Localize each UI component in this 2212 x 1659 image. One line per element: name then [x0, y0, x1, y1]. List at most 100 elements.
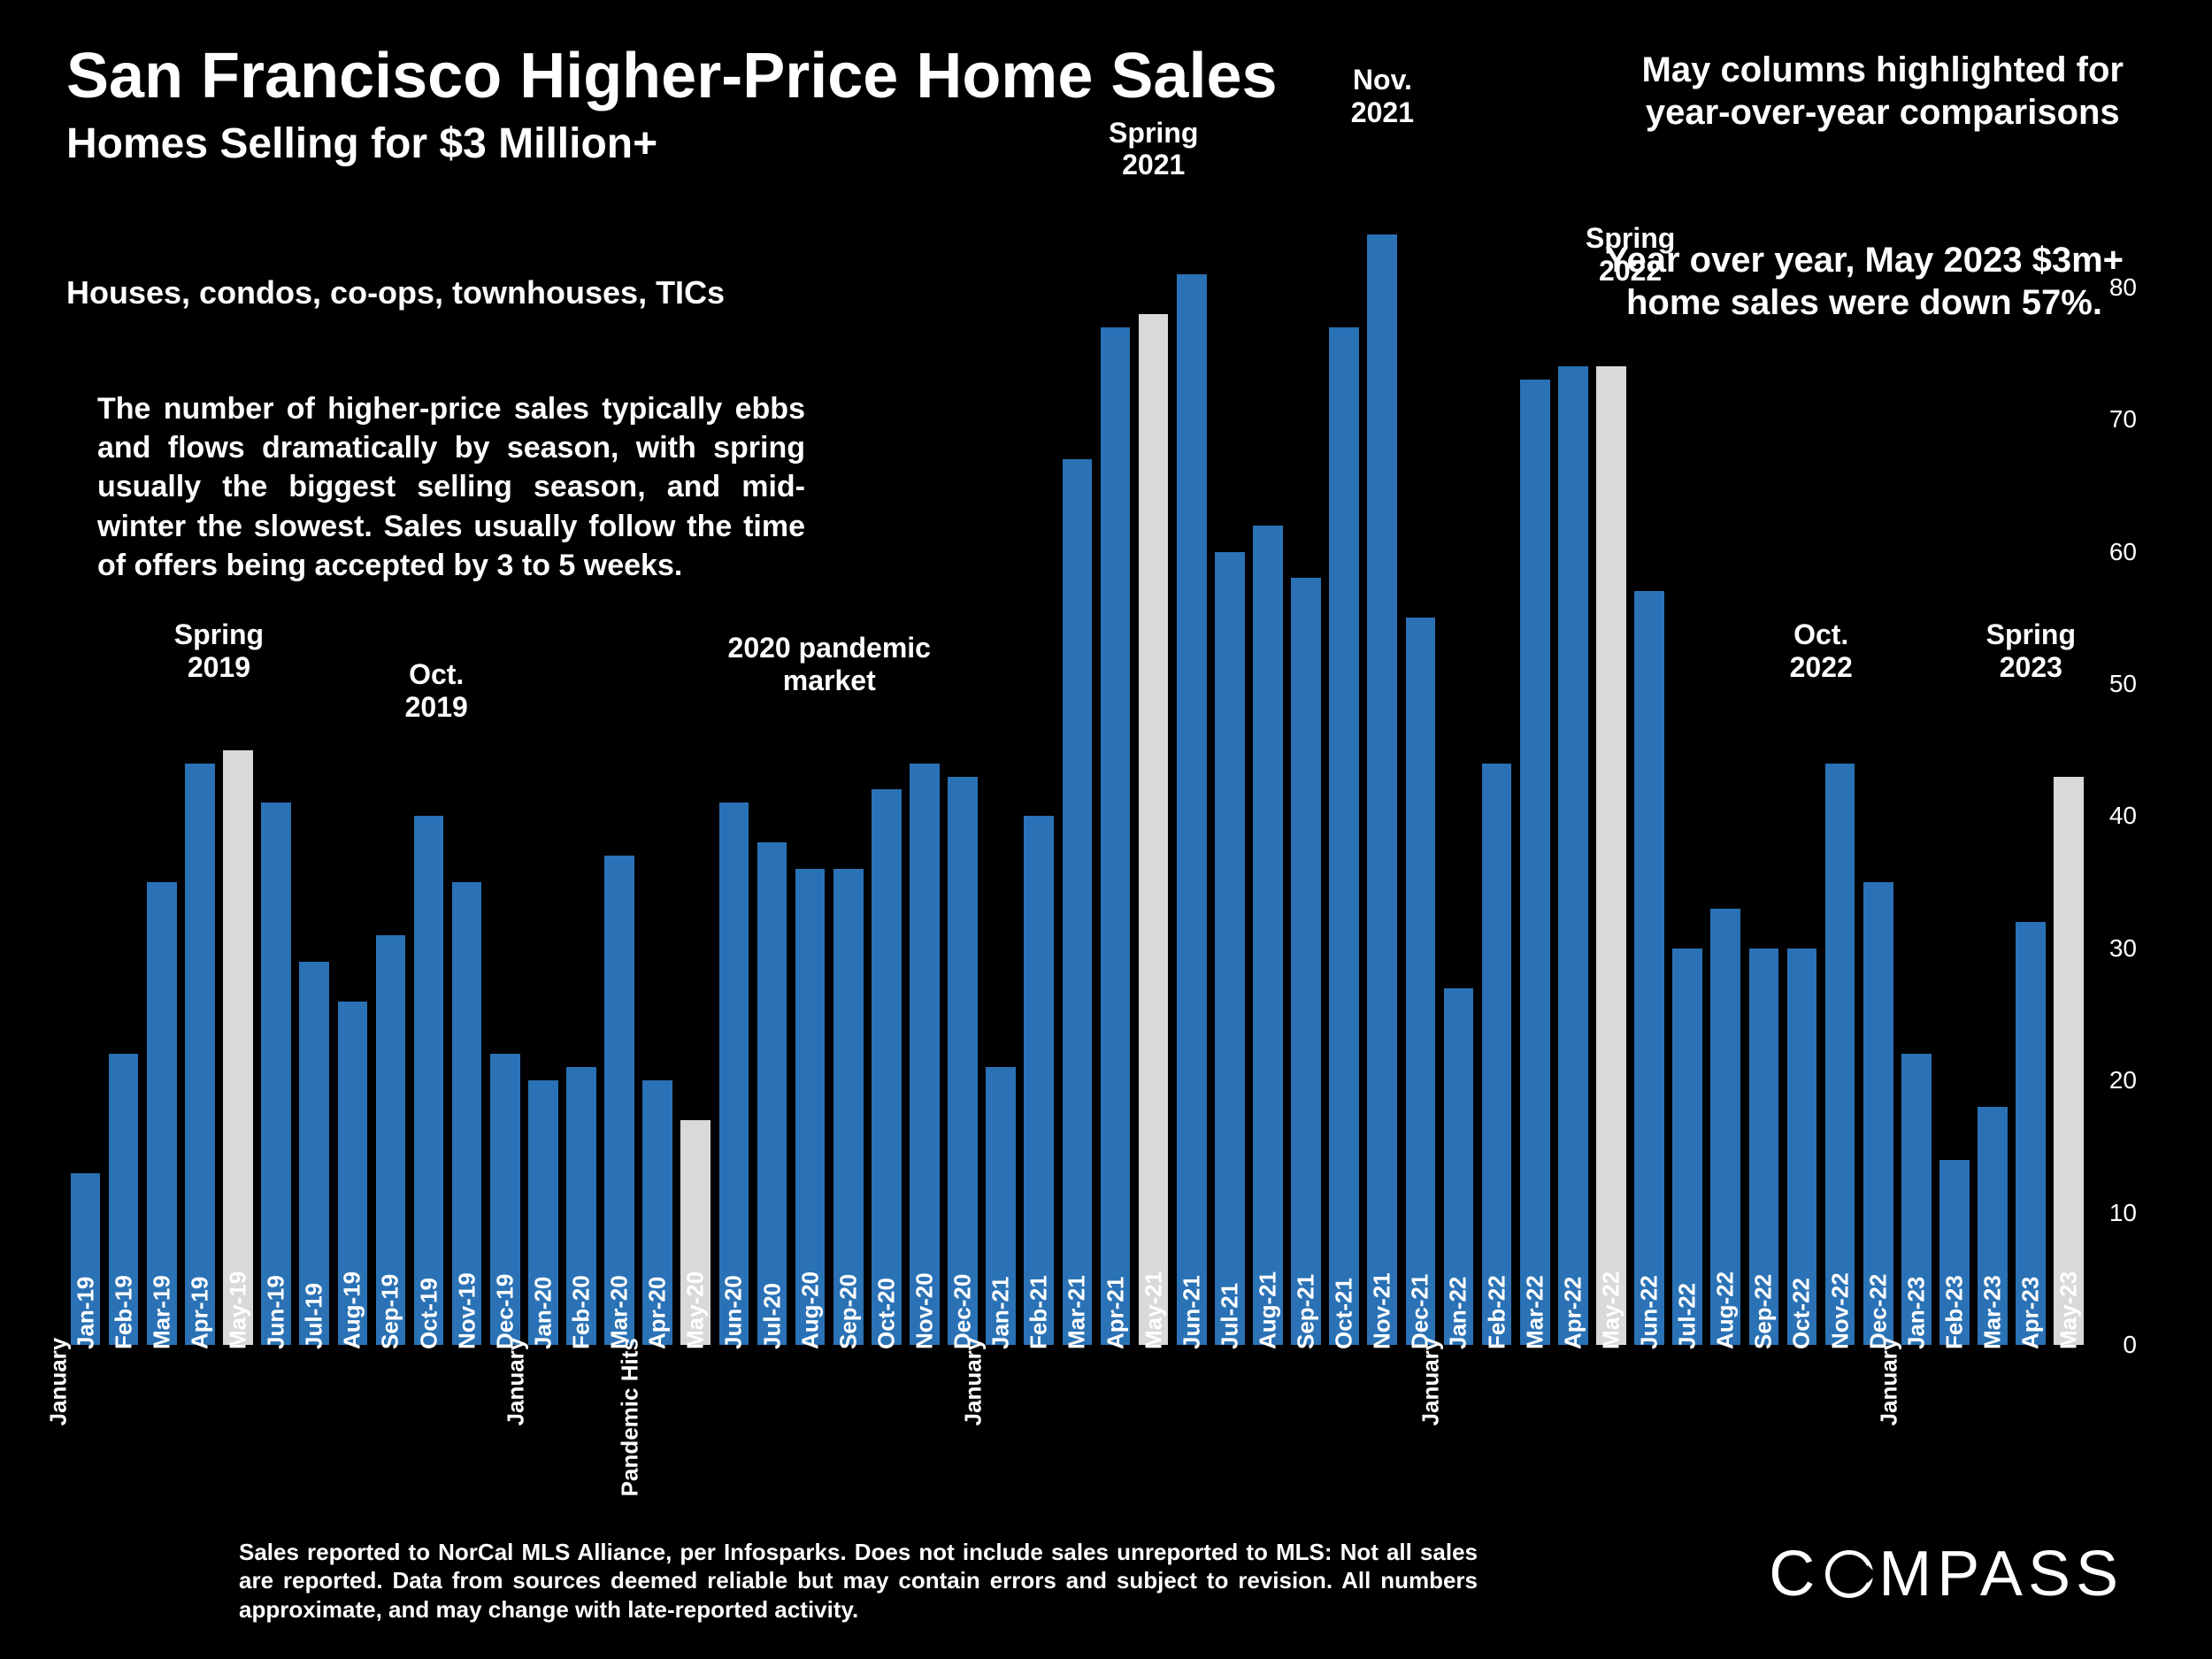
x-label: Aug-21 — [1254, 1271, 1281, 1353]
bar-slot — [1630, 221, 1668, 1345]
bar — [1329, 327, 1359, 1345]
bar — [1634, 591, 1664, 1345]
x-label: Aug-19 — [339, 1271, 366, 1353]
bar-slot — [219, 221, 257, 1345]
x-label-slot: Sep-21 — [1287, 1349, 1325, 1491]
x-label: Nov-21 — [1369, 1272, 1396, 1353]
bar-slot — [677, 221, 715, 1345]
y-tick: 70 — [2109, 405, 2137, 434]
x-label: Oct-21 — [1331, 1278, 1358, 1353]
bar-slot — [1363, 221, 1402, 1345]
bars-container: JanuaryJanuaryPandemic HitsJanuaryJanuar… — [66, 221, 2088, 1345]
bar-slot — [2012, 221, 2050, 1345]
x-label-slot: Oct-19 — [410, 1349, 448, 1491]
bar-slot — [334, 221, 372, 1345]
x-label-slot: Jun-20 — [715, 1349, 753, 1491]
chart-annotation: Nov.2021 — [1351, 64, 1414, 129]
bar — [1558, 366, 1588, 1345]
x-label: Feb-22 — [1483, 1275, 1510, 1353]
bar-slot — [180, 221, 219, 1345]
x-label: May-23 — [2055, 1271, 2083, 1353]
bar-slot — [944, 221, 982, 1345]
y-tick: 20 — [2109, 1066, 2137, 1094]
x-label: Nov-22 — [1826, 1272, 1854, 1353]
bar — [414, 816, 444, 1345]
bar-slot — [1096, 221, 1134, 1345]
bar-slot — [372, 221, 410, 1345]
x-label: Sep-22 — [1750, 1274, 1778, 1353]
x-label-slot: Jan-19 — [66, 1349, 104, 1491]
bar-slot — [1554, 221, 1592, 1345]
x-label-slot: May-19 — [219, 1349, 257, 1491]
x-label: Nov-20 — [910, 1272, 938, 1353]
x-label-slot: Mar-20 — [601, 1349, 639, 1491]
bar-slot: Pandemic Hits — [639, 221, 677, 1345]
y-tick: 30 — [2109, 934, 2137, 963]
bar-slot — [2050, 221, 2088, 1345]
x-label-slot: Nov-20 — [905, 1349, 943, 1491]
x-label-slot: Feb-19 — [104, 1349, 142, 1491]
x-label-slot: Dec-20 — [944, 1349, 982, 1491]
x-label: Feb-20 — [567, 1275, 595, 1353]
bar-slot — [867, 221, 905, 1345]
bar-slot — [1210, 221, 1248, 1345]
bar-slot — [1973, 221, 2011, 1345]
bar-slot — [1402, 221, 1440, 1345]
bar — [2054, 777, 2084, 1345]
bar-slot — [104, 221, 142, 1345]
logo-letters: MPASS — [1878, 1538, 2124, 1610]
highlight-note: May columns highlighted for year-over-ye… — [1642, 49, 2124, 134]
x-label: Sep-21 — [1293, 1274, 1320, 1353]
x-label: Jan-19 — [72, 1277, 99, 1353]
bar-slot: January — [524, 221, 562, 1345]
bar — [604, 856, 634, 1345]
x-label: Jun-21 — [1178, 1275, 1205, 1353]
x-label: Oct-22 — [1788, 1278, 1816, 1353]
x-label: Dec-20 — [949, 1274, 977, 1353]
bar — [1215, 552, 1245, 1345]
x-label-slot: Jul-22 — [1669, 1349, 1707, 1491]
x-label: Dec-19 — [491, 1274, 518, 1353]
x-label: Apr-20 — [644, 1277, 672, 1353]
x-label-slot: Feb-20 — [562, 1349, 600, 1491]
bar — [757, 842, 787, 1345]
x-label-slot: Oct-22 — [1783, 1349, 1821, 1491]
y-tick: 60 — [2109, 538, 2137, 566]
chart-subtitle: Homes Selling for $3 Million+ — [66, 119, 657, 168]
x-label: Oct-20 — [872, 1278, 900, 1353]
bar — [1825, 764, 1855, 1345]
x-label: Nov-19 — [453, 1272, 480, 1353]
bar-slot — [1592, 221, 1630, 1345]
x-label-slot: Jun-19 — [257, 1349, 296, 1491]
bar-slot — [1821, 221, 1859, 1345]
bar — [1024, 816, 1054, 1345]
bar — [1406, 618, 1436, 1345]
bar — [1177, 274, 1207, 1345]
x-label: Jan-21 — [987, 1277, 1015, 1353]
chart-title: San Francisco Higher-Price Home Sales — [66, 40, 1278, 112]
bar — [872, 789, 902, 1345]
y-tick: 40 — [2109, 802, 2137, 830]
x-label: Jun-20 — [720, 1275, 748, 1353]
x-label-slot: Oct-20 — [867, 1349, 905, 1491]
x-label-slot: Sep-19 — [372, 1349, 410, 1491]
bar — [1482, 764, 1512, 1345]
x-label-slot: Jun-21 — [1172, 1349, 1210, 1491]
x-label-slot: Dec-19 — [486, 1349, 524, 1491]
footnote: Sales reported to NorCal MLS Alliance, p… — [239, 1538, 1478, 1624]
bar-slot: January — [1897, 221, 1935, 1345]
x-label-slot: Aug-20 — [791, 1349, 829, 1491]
bar-slot — [1020, 221, 1058, 1345]
x-label-slot: Jun-22 — [1630, 1349, 1668, 1491]
y-tick: 80 — [2109, 273, 2137, 302]
x-label: Jul-21 — [1216, 1283, 1243, 1353]
chart-plot: JanuaryJanuaryPandemic HitsJanuaryJanuar… — [66, 221, 2088, 1345]
x-label: Mar-21 — [1064, 1275, 1091, 1353]
x-label-slot: Jul-21 — [1210, 1349, 1248, 1491]
slide: San Francisco Higher-Price Home Sales Ho… — [0, 0, 2212, 1659]
x-label-slot: Jul-20 — [753, 1349, 791, 1491]
bar-slot — [1134, 221, 1172, 1345]
bar-slot — [791, 221, 829, 1345]
x-label: Jun-19 — [263, 1275, 290, 1353]
bar-slot — [829, 221, 867, 1345]
